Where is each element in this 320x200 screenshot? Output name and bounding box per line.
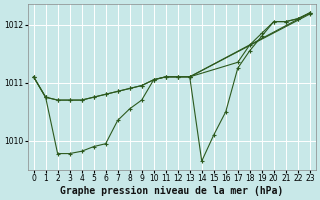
X-axis label: Graphe pression niveau de la mer (hPa): Graphe pression niveau de la mer (hPa) — [60, 186, 283, 196]
